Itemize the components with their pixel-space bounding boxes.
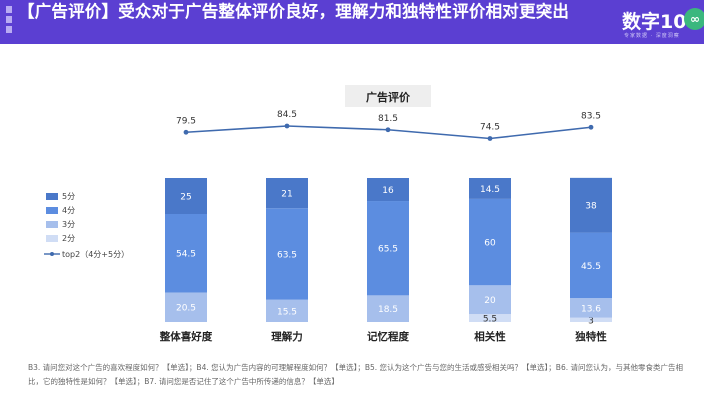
chart-title-box: [345, 85, 431, 107]
bar-value-label: 38: [585, 202, 597, 212]
bar-segment-3-4: [570, 298, 612, 318]
header-bar: 【广告评价】受众对于广告整体评价良好，理解力和独特性评价相对更突出 数字10 ∞…: [0, 0, 704, 44]
top2-value-label: 79.5: [176, 116, 196, 126]
bar-value-label: 63.5: [277, 250, 297, 260]
page-title: 【广告评价】受众对于广告整体评价良好，理解力和独特性评价相对更突出: [18, 2, 570, 21]
bar-value-label: 14.5: [480, 185, 500, 195]
x-tick-label: 整体喜好度: [159, 330, 213, 343]
bar-segment-4-0: [165, 214, 207, 293]
legend-swatch-5: [46, 193, 58, 200]
top2-value-label: 84.5: [277, 110, 297, 120]
bar-value-label: 3: [588, 316, 594, 326]
bar-segment-4-2: [367, 201, 409, 296]
bar-value-label: 18.5: [378, 305, 398, 315]
ad-evaluation-chart: 广告评价 20.5 54.5 25 整体喜好度 15.5 63.5 21 理解力 18.5 65.5…: [44, 85, 612, 343]
legend-label: 3分: [62, 220, 75, 229]
legend-swatch-3: [46, 221, 58, 228]
bar-segment-4-4: [570, 232, 612, 299]
top2-value-label: 74.5: [480, 123, 500, 133]
legend-line-marker: [50, 252, 54, 256]
top2-value-label: 83.5: [581, 111, 601, 121]
bar-segment-3-0: [165, 292, 207, 322]
legend-label: 2分: [62, 234, 75, 243]
bar-segment-3-2: [367, 295, 409, 322]
top2-point: [487, 136, 493, 141]
bar-value-label: 54.5: [176, 250, 196, 260]
bar-segment-5-1: [266, 178, 308, 209]
top2-point: [588, 124, 594, 130]
bar-value-label: 16: [382, 186, 394, 196]
legend-label: top2（4分+5分）: [62, 250, 129, 259]
bar-value-label: 5.5: [483, 315, 497, 325]
legend-swatch-4: [46, 207, 58, 214]
top2-point: [183, 129, 189, 135]
bar-value-label: 25: [180, 193, 191, 203]
bar-segment-4-1: [266, 208, 308, 300]
bar-segment-5-0: [165, 178, 207, 214]
bar-value-label: 65.5: [378, 245, 398, 255]
x-tick-label: 独特性: [574, 330, 607, 343]
bar-segment-5-3: [469, 178, 511, 199]
brand-logo-subtitle: 专家数据 · 深度洞察: [624, 33, 680, 39]
bar-value-label: 13.6: [581, 304, 601, 314]
legend-label: 5分: [62, 192, 75, 201]
bar-value-label: 20: [484, 296, 496, 306]
bar-value-label: 20.5: [176, 304, 196, 314]
bar-segment-3-1: [266, 299, 308, 322]
bar-value-label: 45.5: [581, 262, 601, 272]
brand-logo: 数字10: [622, 11, 687, 33]
header-decoration: [6, 6, 12, 36]
top2-point: [385, 127, 391, 133]
bar-segment-3-3: [469, 285, 511, 315]
x-tick-label: 记忆程度: [367, 330, 409, 343]
top2-value-label: 81.5: [378, 114, 398, 124]
x-tick-label: 理解力: [271, 330, 303, 343]
x-tick-label: 相关性: [474, 330, 506, 343]
bar-segment-2-4: [570, 317, 612, 322]
bar-value-label: 21: [281, 190, 292, 200]
top2-point: [284, 123, 290, 129]
legend-label: 4分: [62, 206, 75, 215]
bar-value-label: 15.5: [277, 307, 297, 317]
legend-swatch-2: [46, 235, 58, 242]
bar-segment-4-3: [469, 198, 511, 286]
bar-segment-2-3: [469, 314, 511, 322]
survey-footnote: B3. 请问您对这个广告的喜欢程度如何？【单选】；B4. 您认为广告内容的可理解…: [28, 363, 683, 386]
bar-segment-5-4: [570, 177, 612, 233]
bar-value-label: 60: [484, 239, 496, 249]
bar-segment-5-2: [367, 178, 409, 202]
brand-logo-mark: ∞: [684, 8, 704, 30]
chart-title: 广告评价: [366, 90, 411, 104]
